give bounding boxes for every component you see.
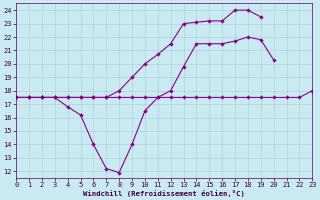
X-axis label: Windchill (Refroidissement éolien,°C): Windchill (Refroidissement éolien,°C)	[83, 190, 245, 197]
